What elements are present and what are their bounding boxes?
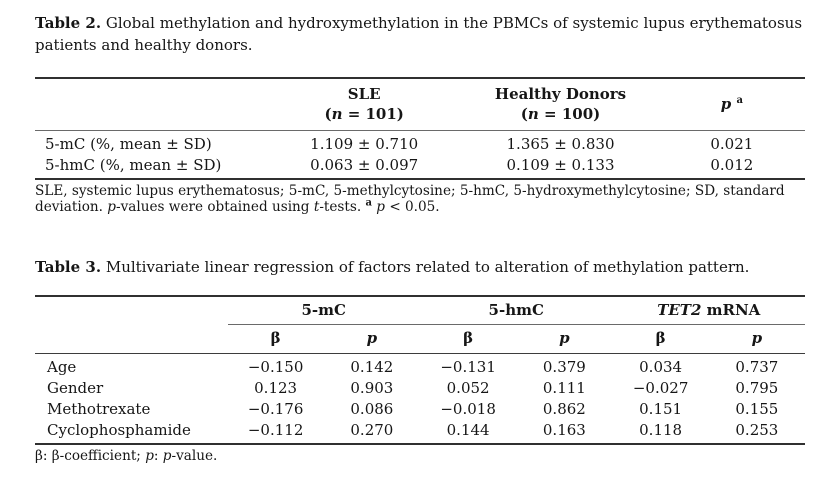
table2-footnote-text3: -tests. bbox=[319, 199, 366, 216]
table2-row-5hmc: 5-hmC (%, mean ± SD) 0.063 ± 0.097 0.109… bbox=[35, 154, 805, 180]
table2-footnote-p2: p bbox=[376, 199, 385, 216]
metric-label-5hmc: 5-hmC (%, mean ± SD) bbox=[35, 154, 266, 180]
table2-header-sle: SLE (n = 101) bbox=[266, 78, 463, 131]
table2-methylation: SLE (n = 101) Healthy Donors (n = 100) p… bbox=[35, 77, 805, 180]
value-gender-p-5mc: 0.903 bbox=[350, 379, 394, 398]
factor-label-gender: Gender bbox=[47, 379, 104, 398]
healthy-n-open: ( bbox=[520, 105, 528, 123]
value-gender-p-5hmc: 0.111 bbox=[542, 379, 586, 398]
p-superscript-a: a bbox=[736, 95, 743, 106]
table3-footnote-text3: -value. bbox=[171, 448, 218, 465]
table3-subheader-row: β p β p β p bbox=[35, 324, 805, 354]
healthy-label: Healthy Donors bbox=[494, 85, 627, 103]
p-symbol: p bbox=[720, 95, 732, 113]
table3-row-age: Age −0.150 0.142 −0.131 0.379 0.034 0.73… bbox=[35, 353, 805, 377]
value-5mc-p: 0.021 bbox=[710, 135, 754, 153]
table2-footnote: SLE, systemic lupus erythematosus; 5-mC,… bbox=[35, 183, 809, 215]
value-5hmc-healthy: 0.109 ± 0.133 bbox=[462, 154, 659, 180]
value-cyclophosphamide-beta-5mc: −0.112 bbox=[227, 419, 324, 446]
group-5hmc: 5-hmC bbox=[420, 295, 613, 325]
value-gender-beta-5mc: 0.123 bbox=[254, 379, 298, 398]
value-gender-p-tet2: 0.795 bbox=[735, 379, 779, 398]
table3-group-header-row: 5-mC 5-hmC TET2 mRNA bbox=[35, 295, 805, 325]
subheader-p-5mc: p bbox=[323, 324, 420, 354]
value-age-beta-tet2: 0.034 bbox=[639, 357, 683, 376]
table2-row-5mc: 5-mC (%, mean ± SD) 1.109 ± 0.710 1.365 … bbox=[35, 131, 805, 155]
value-age-beta-5mc: −0.150 bbox=[247, 357, 304, 376]
value-5mc-healthy: 1.365 ± 0.830 bbox=[506, 135, 615, 153]
table3-caption-text: Multivariate linear regression of factor… bbox=[101, 258, 750, 277]
table2-footnote-t: t bbox=[313, 199, 320, 216]
factor-label-methotrexate: Methotrexate bbox=[47, 400, 151, 419]
value-cyclophosphamide-p-5hmc: 0.163 bbox=[516, 419, 613, 446]
table3-footnote: β: β-coefficient; p: p-value. bbox=[35, 448, 809, 464]
table2-footnote-sup-a: a bbox=[365, 197, 372, 209]
value-5mc-sle: 1.109 ± 0.710 bbox=[310, 135, 419, 153]
value-cyclophosphamide-p-5mc: 0.270 bbox=[323, 419, 420, 446]
table3-regression: 5-mC 5-hmC TET2 mRNA β p β p β p Age −0.… bbox=[35, 294, 805, 446]
value-gender-beta-tet2: −0.027 bbox=[632, 379, 689, 398]
table3-group-empty bbox=[35, 296, 228, 325]
metric-label-5mc: 5-mC (%, mean ± SD) bbox=[45, 135, 212, 153]
table3-row-cyclophosphamide: Cyclophosphamide −0.112 0.270 0.144 0.16… bbox=[35, 419, 805, 446]
table2-caption-text: Global methylation and hydroxymethylatio… bbox=[35, 14, 803, 54]
table2-header-empty bbox=[35, 78, 266, 131]
healthy-n-rest: = 100) bbox=[538, 105, 601, 123]
subheader-p-5hmc: p bbox=[516, 324, 613, 354]
table2-caption-label: Table 2. bbox=[35, 14, 102, 32]
value-cyclophosphamide-beta-5hmc: 0.144 bbox=[420, 419, 517, 446]
table2-header-healthy: Healthy Donors (n = 100) bbox=[462, 78, 659, 131]
value-5hmc-sle: 0.063 ± 0.097 bbox=[266, 154, 463, 180]
group-5mc: 5-mC bbox=[227, 295, 420, 325]
subheader-beta-5mc: β bbox=[227, 324, 324, 354]
value-age-p-5hmc: 0.379 bbox=[542, 357, 586, 376]
sle-n-rest: = 101) bbox=[342, 105, 404, 123]
value-age-beta-5hmc: −0.131 bbox=[440, 357, 496, 376]
value-age-p-5mc: 0.142 bbox=[350, 357, 394, 376]
table2-footnote-text1: SLE, systemic lupus erythematosus; 5-mC,… bbox=[35, 183, 785, 216]
value-methotrexate-p-5mc: 0.086 bbox=[350, 400, 394, 419]
value-cyclophosphamide-p-tet2: 0.253 bbox=[708, 419, 805, 446]
value-methotrexate-p-5hmc: 0.862 bbox=[542, 400, 586, 419]
factor-label-age: Age bbox=[47, 357, 77, 376]
value-gender-beta-5hmc: 0.052 bbox=[446, 379, 490, 398]
table3-row-methotrexate: Methotrexate −0.176 0.086 −0.018 0.862 0… bbox=[35, 399, 805, 420]
value-cyclophosphamide-beta-tet2: 0.118 bbox=[612, 419, 709, 446]
subheader-beta-tet2: β bbox=[612, 324, 709, 354]
value-age-p-tet2: 0.737 bbox=[735, 357, 779, 376]
table3-footnote-text1: β: β-coefficient; bbox=[35, 448, 146, 465]
value-5hmc-p: 0.012 bbox=[658, 154, 805, 180]
table2-footnote-text4: < 0.05. bbox=[385, 199, 440, 216]
healthy-n-italic: n bbox=[527, 105, 539, 123]
sle-n-open: ( bbox=[324, 105, 332, 123]
table3-caption-label: Table 3. bbox=[35, 258, 102, 277]
table3-subheader-empty bbox=[35, 324, 228, 354]
table3-caption: Table 3. Multivariate linear regression … bbox=[35, 257, 805, 279]
table3-footnote-p1: p bbox=[145, 448, 154, 465]
subheader-beta-5hmc: β bbox=[420, 324, 517, 354]
table3-footnote-text2: : bbox=[153, 448, 163, 465]
table2-header-row: SLE (n = 101) Healthy Donors (n = 100) p… bbox=[35, 78, 805, 131]
table3-row-gender: Gender 0.123 0.903 0.052 0.111 −0.027 0.… bbox=[35, 378, 805, 399]
tet2-rest: mRNA bbox=[701, 300, 761, 319]
value-methotrexate-beta-5hmc: −0.018 bbox=[440, 400, 496, 419]
value-methotrexate-beta-5mc: −0.176 bbox=[247, 400, 304, 419]
factor-label-cyclophosphamide: Cyclophosphamide bbox=[35, 419, 228, 446]
value-methotrexate-p-tet2: 0.155 bbox=[735, 400, 779, 419]
group-tet2-mrna: TET2 mRNA bbox=[612, 295, 805, 325]
table2-footnote-p1: p bbox=[107, 199, 116, 216]
tet2-italic: TET2 bbox=[657, 300, 702, 319]
table2-header-pvalue: p a bbox=[658, 78, 805, 131]
table2-caption: Table 2. Global methylation and hydroxym… bbox=[35, 13, 805, 56]
value-methotrexate-beta-tet2: 0.151 bbox=[639, 400, 683, 419]
sle-label: SLE bbox=[347, 85, 381, 103]
subheader-p-tet2: p bbox=[708, 324, 805, 354]
table2-footnote-text2: -values were obtained using bbox=[115, 199, 314, 216]
table3-footnote-p2: p bbox=[162, 448, 172, 465]
sle-n-italic: n bbox=[331, 105, 343, 123]
paper-page: Table 2. Global methylation and hydroxym… bbox=[35, 13, 809, 464]
